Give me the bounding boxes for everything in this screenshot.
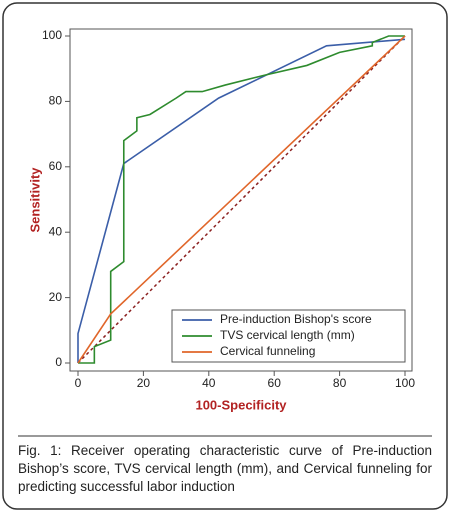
- series-line: [78, 35, 405, 364]
- reference-line: [77, 35, 406, 364]
- y-tick-label: 100: [42, 28, 62, 42]
- y-tick-label: 40: [49, 224, 63, 238]
- y-tick-label: 20: [49, 290, 63, 304]
- y-tick-label: 60: [49, 159, 63, 173]
- series-line: [77, 35, 406, 364]
- legend-label: Pre-induction Bishop's score: [220, 312, 372, 326]
- x-tick-label: 60: [268, 376, 282, 390]
- x-tick-label: 20: [137, 376, 151, 390]
- x-tick-label: 0: [75, 376, 82, 390]
- legend-label: Cervical funneling: [220, 344, 315, 358]
- x-tick-label: 40: [202, 376, 216, 390]
- plot-box: [69, 28, 413, 372]
- y-axis-label: Sensitivity: [27, 167, 42, 233]
- x-tick-label: 100: [395, 376, 415, 390]
- caption: Fig. 1: Receiver operating characteristi…: [18, 443, 432, 494]
- x-tick-label: 80: [333, 376, 347, 390]
- frame: [2, 2, 448, 510]
- legend-label: TVS cervical length (mm): [220, 328, 355, 342]
- x-axis-label: 100-Specificity: [195, 397, 287, 412]
- series-line: [77, 38, 406, 363]
- y-tick-label: 0: [55, 355, 62, 369]
- y-tick-label: 80: [49, 94, 63, 108]
